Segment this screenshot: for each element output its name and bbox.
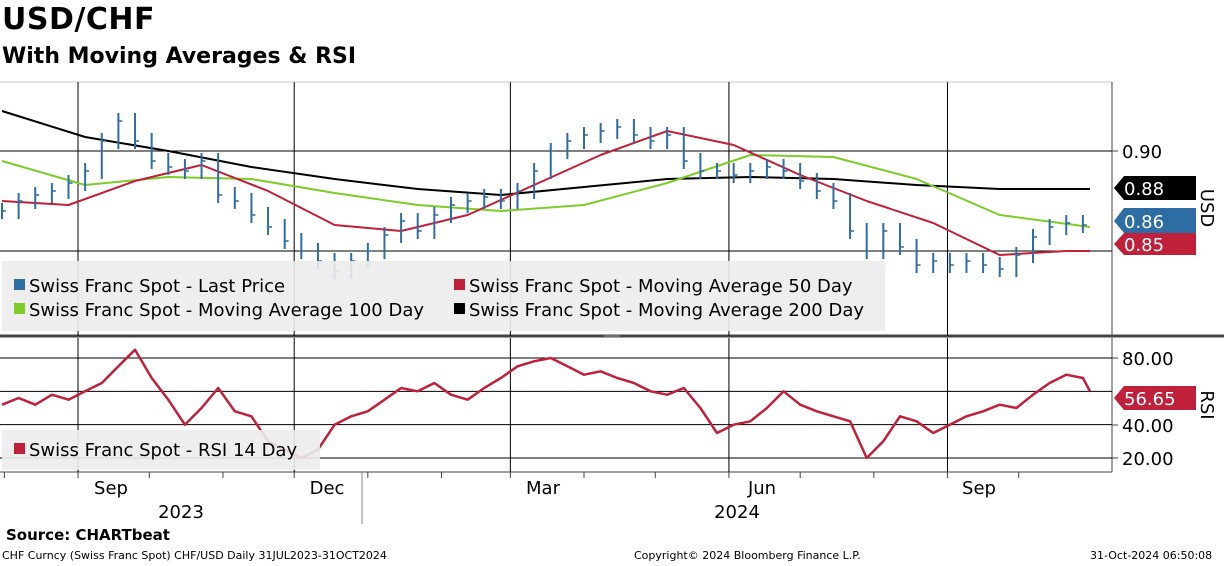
series-line-ma100 — [1, 154, 1091, 228]
tag-ma200: 0.88 — [1114, 176, 1196, 200]
legend-label-last-price: Swiss Franc Spot - Last Price — [29, 276, 285, 297]
tag-price-bg — [1114, 208, 1196, 233]
tag-ma50-bg — [1114, 233, 1196, 255]
x-tick-label-mar: Mar — [526, 478, 561, 499]
legend-label-ma100: Swiss Franc Spot - Moving Average 100 Da… — [29, 300, 424, 321]
legend-swatch-ma50 — [454, 279, 465, 290]
x-tick-label-jun: Jun — [747, 478, 776, 499]
x-tick-label-dec: Dec — [310, 478, 345, 499]
tag-rsi-bg — [1114, 386, 1196, 410]
tag-price: 0.86 — [1114, 208, 1196, 233]
tag-price-label: 0.86 — [1124, 212, 1164, 233]
rsi-tick-label-80: 80.00 — [1122, 349, 1174, 370]
tag-ma200-bg — [1114, 176, 1196, 200]
chart-subtitle: With Moving Averages & RSI — [2, 44, 357, 69]
rsi-tick-label-40: 40.00 — [1122, 416, 1174, 437]
legend-label-rsi: Swiss Franc Spot - RSI 14 Day — [29, 440, 297, 461]
tag-rsi: 56.65 — [1114, 386, 1196, 410]
x-tick-label-sep-2023: Sep — [94, 478, 128, 499]
price-tick-label: 0.90 — [1122, 142, 1162, 163]
year-label-2024: 2024 — [714, 502, 760, 523]
price-legend-bg — [2, 261, 885, 331]
tag-ma50: 0.85 — [1114, 233, 1196, 256]
rsi-axis-title: RSI — [1196, 390, 1217, 419]
legend-swatch-ma200 — [454, 303, 465, 314]
source-note: Source: CHARTbeat — [6, 526, 170, 544]
legend-swatch-ma100 — [14, 303, 25, 314]
chart-title: USD/CHF — [2, 2, 155, 37]
series-line-ma50 — [1, 130, 1090, 256]
footer-copyright: Copyright© 2024 Bloomberg Finance L.P. — [634, 549, 861, 562]
rsi-legend-bg — [2, 430, 320, 470]
legend-swatch-last-price — [14, 279, 25, 290]
footer-description: CHF Curncy (Swiss Franc Spot) CHF/USD Da… — [2, 549, 387, 562]
price-axis-title: USD — [1196, 189, 1217, 227]
year-label-2023: 2023 — [158, 502, 204, 523]
legend-swatch-rsi — [14, 443, 25, 454]
series-line-rsi — [1, 348, 1092, 460]
tag-ma50-label: 0.85 — [1124, 235, 1164, 256]
legend-label-ma200: Swiss Franc Spot - Moving Average 200 Da… — [469, 300, 864, 321]
tag-ma200-label: 0.88 — [1124, 179, 1164, 200]
tag-rsi-label: 56.65 — [1124, 389, 1176, 410]
price-legend: Swiss Franc Spot - Last Price Swiss Fran… — [2, 261, 885, 331]
rsi-legend: Swiss Franc Spot - RSI 14 Day — [2, 430, 320, 470]
legend-label-ma50: Swiss Franc Spot - Moving Average 50 Day — [469, 276, 853, 297]
x-tick-label-sep-2024: Sep — [962, 478, 996, 499]
x-axis-ticks — [3, 472, 1020, 478]
series-line-ma200 — [1, 110, 1090, 196]
series-layer — [1, 110, 1092, 460]
rsi-tick-label-20: 20.00 — [1122, 449, 1174, 470]
footer-timestamp: 31-Oct-2024 06:50:08 — [1090, 549, 1213, 562]
